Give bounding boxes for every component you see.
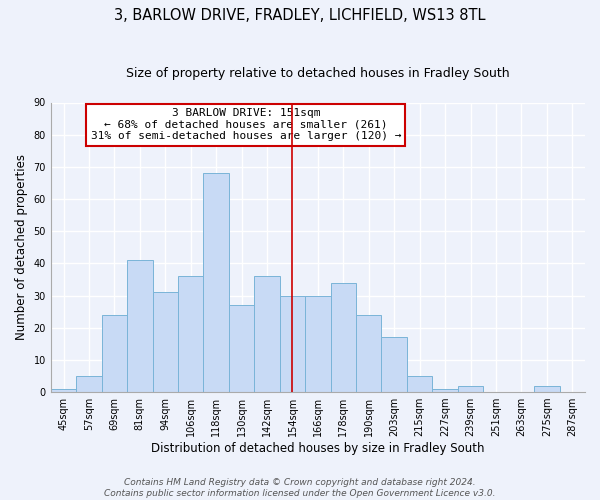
Bar — [534, 386, 560, 392]
Bar — [178, 276, 203, 392]
Bar — [331, 282, 356, 392]
Bar — [229, 305, 254, 392]
Bar — [254, 276, 280, 392]
Bar — [127, 260, 152, 392]
Bar — [356, 315, 382, 392]
Bar — [458, 386, 483, 392]
Bar — [51, 389, 76, 392]
Bar — [203, 174, 229, 392]
Bar — [433, 389, 458, 392]
Y-axis label: Number of detached properties: Number of detached properties — [15, 154, 28, 340]
Text: 3, BARLOW DRIVE, FRADLEY, LICHFIELD, WS13 8TL: 3, BARLOW DRIVE, FRADLEY, LICHFIELD, WS1… — [114, 8, 486, 22]
Bar — [152, 292, 178, 392]
Title: Size of property relative to detached houses in Fradley South: Size of property relative to detached ho… — [126, 68, 510, 80]
Bar — [305, 296, 331, 392]
Bar — [280, 296, 305, 392]
Bar — [101, 315, 127, 392]
Text: 3 BARLOW DRIVE: 151sqm
← 68% of detached houses are smaller (261)
31% of semi-de: 3 BARLOW DRIVE: 151sqm ← 68% of detached… — [91, 108, 401, 142]
Bar — [382, 338, 407, 392]
Bar — [407, 376, 433, 392]
X-axis label: Distribution of detached houses by size in Fradley South: Distribution of detached houses by size … — [151, 442, 485, 455]
Bar — [76, 376, 101, 392]
Text: Contains HM Land Registry data © Crown copyright and database right 2024.
Contai: Contains HM Land Registry data © Crown c… — [104, 478, 496, 498]
